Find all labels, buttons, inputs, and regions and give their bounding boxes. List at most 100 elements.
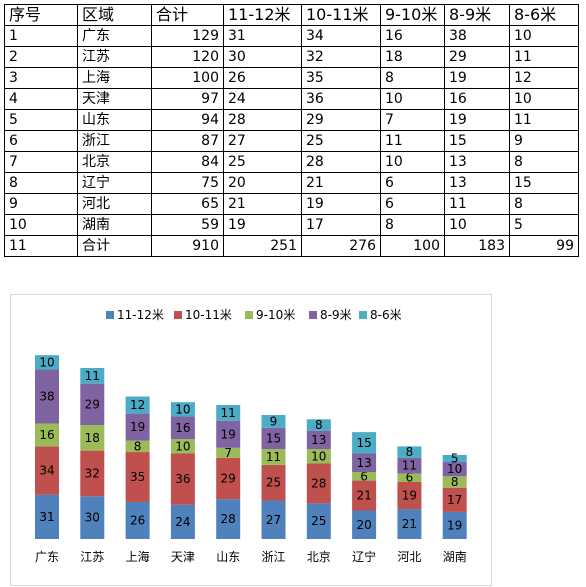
- table-cell: 26: [223, 67, 302, 89]
- data-label: 25: [266, 476, 281, 490]
- legend-label: 11-12米: [117, 308, 164, 322]
- bar-segment: [125, 501, 150, 539]
- table-cell: 湖南: [77, 214, 152, 236]
- category-label: 上海: [126, 549, 150, 564]
- bar-segment: [170, 416, 195, 440]
- bar-segment: [125, 396, 150, 414]
- table-header-cell: 序号: [4, 4, 78, 26]
- table-cell: 18: [380, 46, 445, 68]
- data-label: 6: [360, 469, 368, 483]
- data-label: 29: [221, 471, 236, 485]
- data-label: 5: [451, 451, 459, 465]
- table-row: 6 浙江 87 27 25 11 15 9: [4, 130, 579, 152]
- bar-segment: [80, 450, 105, 497]
- table-cell: 65: [151, 193, 224, 215]
- table-header-cell: 10-11米: [301, 4, 381, 26]
- table-cell: 10: [509, 88, 579, 110]
- table-header-row: 序号 区域 合计 11-12米 10-11米 9-10米 8-9米 8-6米: [4, 4, 579, 26]
- table-cell: 7: [380, 109, 445, 131]
- table-cell: 8: [380, 214, 445, 236]
- table-cell: 99: [509, 235, 579, 257]
- table-cell: 8: [509, 193, 579, 215]
- data-label: 15: [266, 432, 281, 446]
- legend-swatch: [174, 311, 182, 319]
- data-label: 31: [39, 510, 54, 524]
- data-label: 10: [175, 439, 190, 453]
- data-label: 28: [221, 512, 236, 526]
- table-cell: 19: [223, 214, 302, 236]
- bar-segment: [352, 510, 377, 539]
- table-cell: 10: [444, 214, 510, 236]
- table-cell: 84: [151, 151, 224, 173]
- bar-segment: [306, 463, 331, 504]
- table-cell: 合计: [77, 235, 152, 257]
- bar-segment: [170, 453, 195, 505]
- bar-segment: [216, 499, 241, 539]
- bar-segment: [35, 494, 59, 539]
- bar-segment: [352, 432, 377, 454]
- bar-segment: [261, 464, 286, 501]
- legend-swatch: [106, 311, 114, 319]
- table-cell: 17: [301, 214, 381, 236]
- table-cell: 35: [301, 67, 381, 89]
- table-cell: 8: [380, 67, 445, 89]
- chart-area: 11-12米 10-11米 9-10米 8-9米 8-6米 31 34 16 38 10 广东 30 3…: [10, 294, 492, 586]
- data-label: 13: [356, 456, 371, 470]
- data-label: 10: [39, 355, 54, 369]
- table-row: 5 山东 94 28 29 7 19 11: [4, 109, 579, 131]
- bar-segment: [261, 415, 286, 428]
- data-label: 28: [311, 476, 326, 490]
- table-cell: 山东: [77, 109, 152, 131]
- data-label: 8: [134, 439, 142, 453]
- table-cell: 25: [223, 151, 302, 173]
- table-cell: 21: [223, 193, 302, 215]
- table-cell: 30: [223, 46, 302, 68]
- table-cell: 25: [301, 130, 381, 152]
- category-label: 湖南: [443, 549, 467, 564]
- bar-segment: [125, 452, 150, 502]
- legend-swatch: [359, 311, 367, 319]
- data-label: 36: [175, 472, 190, 486]
- bar-segment: [35, 355, 59, 370]
- table-cell: 9: [4, 193, 78, 215]
- table-cell: 75: [151, 172, 224, 194]
- bar-segment: [261, 449, 286, 465]
- data-label: 21: [356, 489, 371, 503]
- data-label: 11: [402, 459, 417, 473]
- bar-segment: [306, 503, 331, 539]
- table-header-cell: 区域: [77, 4, 152, 26]
- bar-segment: [397, 509, 422, 539]
- table-cell: 10: [380, 88, 445, 110]
- data-label: 35: [130, 470, 145, 484]
- table-cell: 9: [509, 130, 579, 152]
- table-cell: 15: [509, 172, 579, 194]
- bar-segment: [80, 383, 105, 425]
- data-label: 16: [39, 428, 54, 442]
- bar-segment: [170, 504, 195, 539]
- table-cell: 6: [380, 193, 445, 215]
- bar-segment: [35, 423, 59, 447]
- table-cell: 94: [151, 109, 224, 131]
- table-cell: 10: [380, 151, 445, 173]
- table-cell: 910: [151, 235, 224, 257]
- table-total-row: 11 合计 910 251 276 100 183 99: [4, 235, 579, 257]
- table-cell: 100: [380, 235, 445, 257]
- table-header-cell: 8-6米: [509, 4, 579, 26]
- table-cell: 广东: [77, 25, 152, 47]
- data-label: 19: [130, 420, 145, 434]
- category-label: 浙江: [261, 550, 285, 564]
- data-label: 16: [175, 421, 190, 435]
- table-cell: 129: [151, 25, 224, 47]
- table-cell: 27: [223, 130, 302, 152]
- bar-segment: [397, 473, 422, 482]
- data-label: 25: [311, 514, 326, 528]
- table-cell: 11: [4, 235, 78, 257]
- table-cell: 6: [4, 130, 78, 152]
- data-label: 18: [85, 431, 100, 445]
- bar-segment: [35, 446, 59, 495]
- table-cell: 29: [301, 109, 381, 131]
- data-label: 38: [39, 390, 54, 404]
- table-cell: 13: [444, 151, 510, 173]
- legend-swatch: [309, 311, 317, 319]
- table-header-cell: 8-9米: [444, 4, 510, 26]
